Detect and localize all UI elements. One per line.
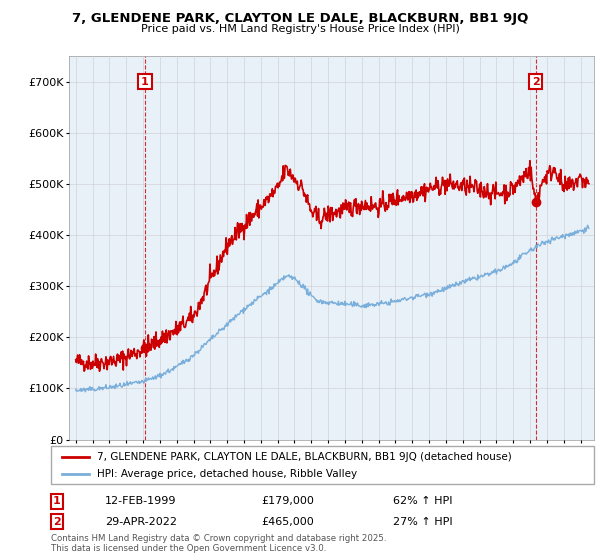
Text: HPI: Average price, detached house, Ribble Valley: HPI: Average price, detached house, Ribb…: [97, 469, 357, 479]
Text: 27% ↑ HPI: 27% ↑ HPI: [393, 517, 452, 527]
Text: 2: 2: [532, 77, 539, 87]
Text: Contains HM Land Registry data © Crown copyright and database right 2025.
This d: Contains HM Land Registry data © Crown c…: [51, 534, 386, 553]
Text: Price paid vs. HM Land Registry's House Price Index (HPI): Price paid vs. HM Land Registry's House …: [140, 24, 460, 34]
FancyBboxPatch shape: [51, 446, 594, 484]
Text: 7, GLENDENE PARK, CLAYTON LE DALE, BLACKBURN, BB1 9JQ (detached house): 7, GLENDENE PARK, CLAYTON LE DALE, BLACK…: [97, 451, 512, 461]
Text: £179,000: £179,000: [261, 496, 314, 506]
Text: 7, GLENDENE PARK, CLAYTON LE DALE, BLACKBURN, BB1 9JQ: 7, GLENDENE PARK, CLAYTON LE DALE, BLACK…: [72, 12, 528, 25]
Text: 29-APR-2022: 29-APR-2022: [105, 517, 177, 527]
Text: 62% ↑ HPI: 62% ↑ HPI: [393, 496, 452, 506]
Text: 1: 1: [53, 496, 61, 506]
Text: 2: 2: [53, 517, 61, 527]
Text: 1: 1: [141, 77, 149, 87]
Text: 12-FEB-1999: 12-FEB-1999: [105, 496, 176, 506]
Text: £465,000: £465,000: [261, 517, 314, 527]
